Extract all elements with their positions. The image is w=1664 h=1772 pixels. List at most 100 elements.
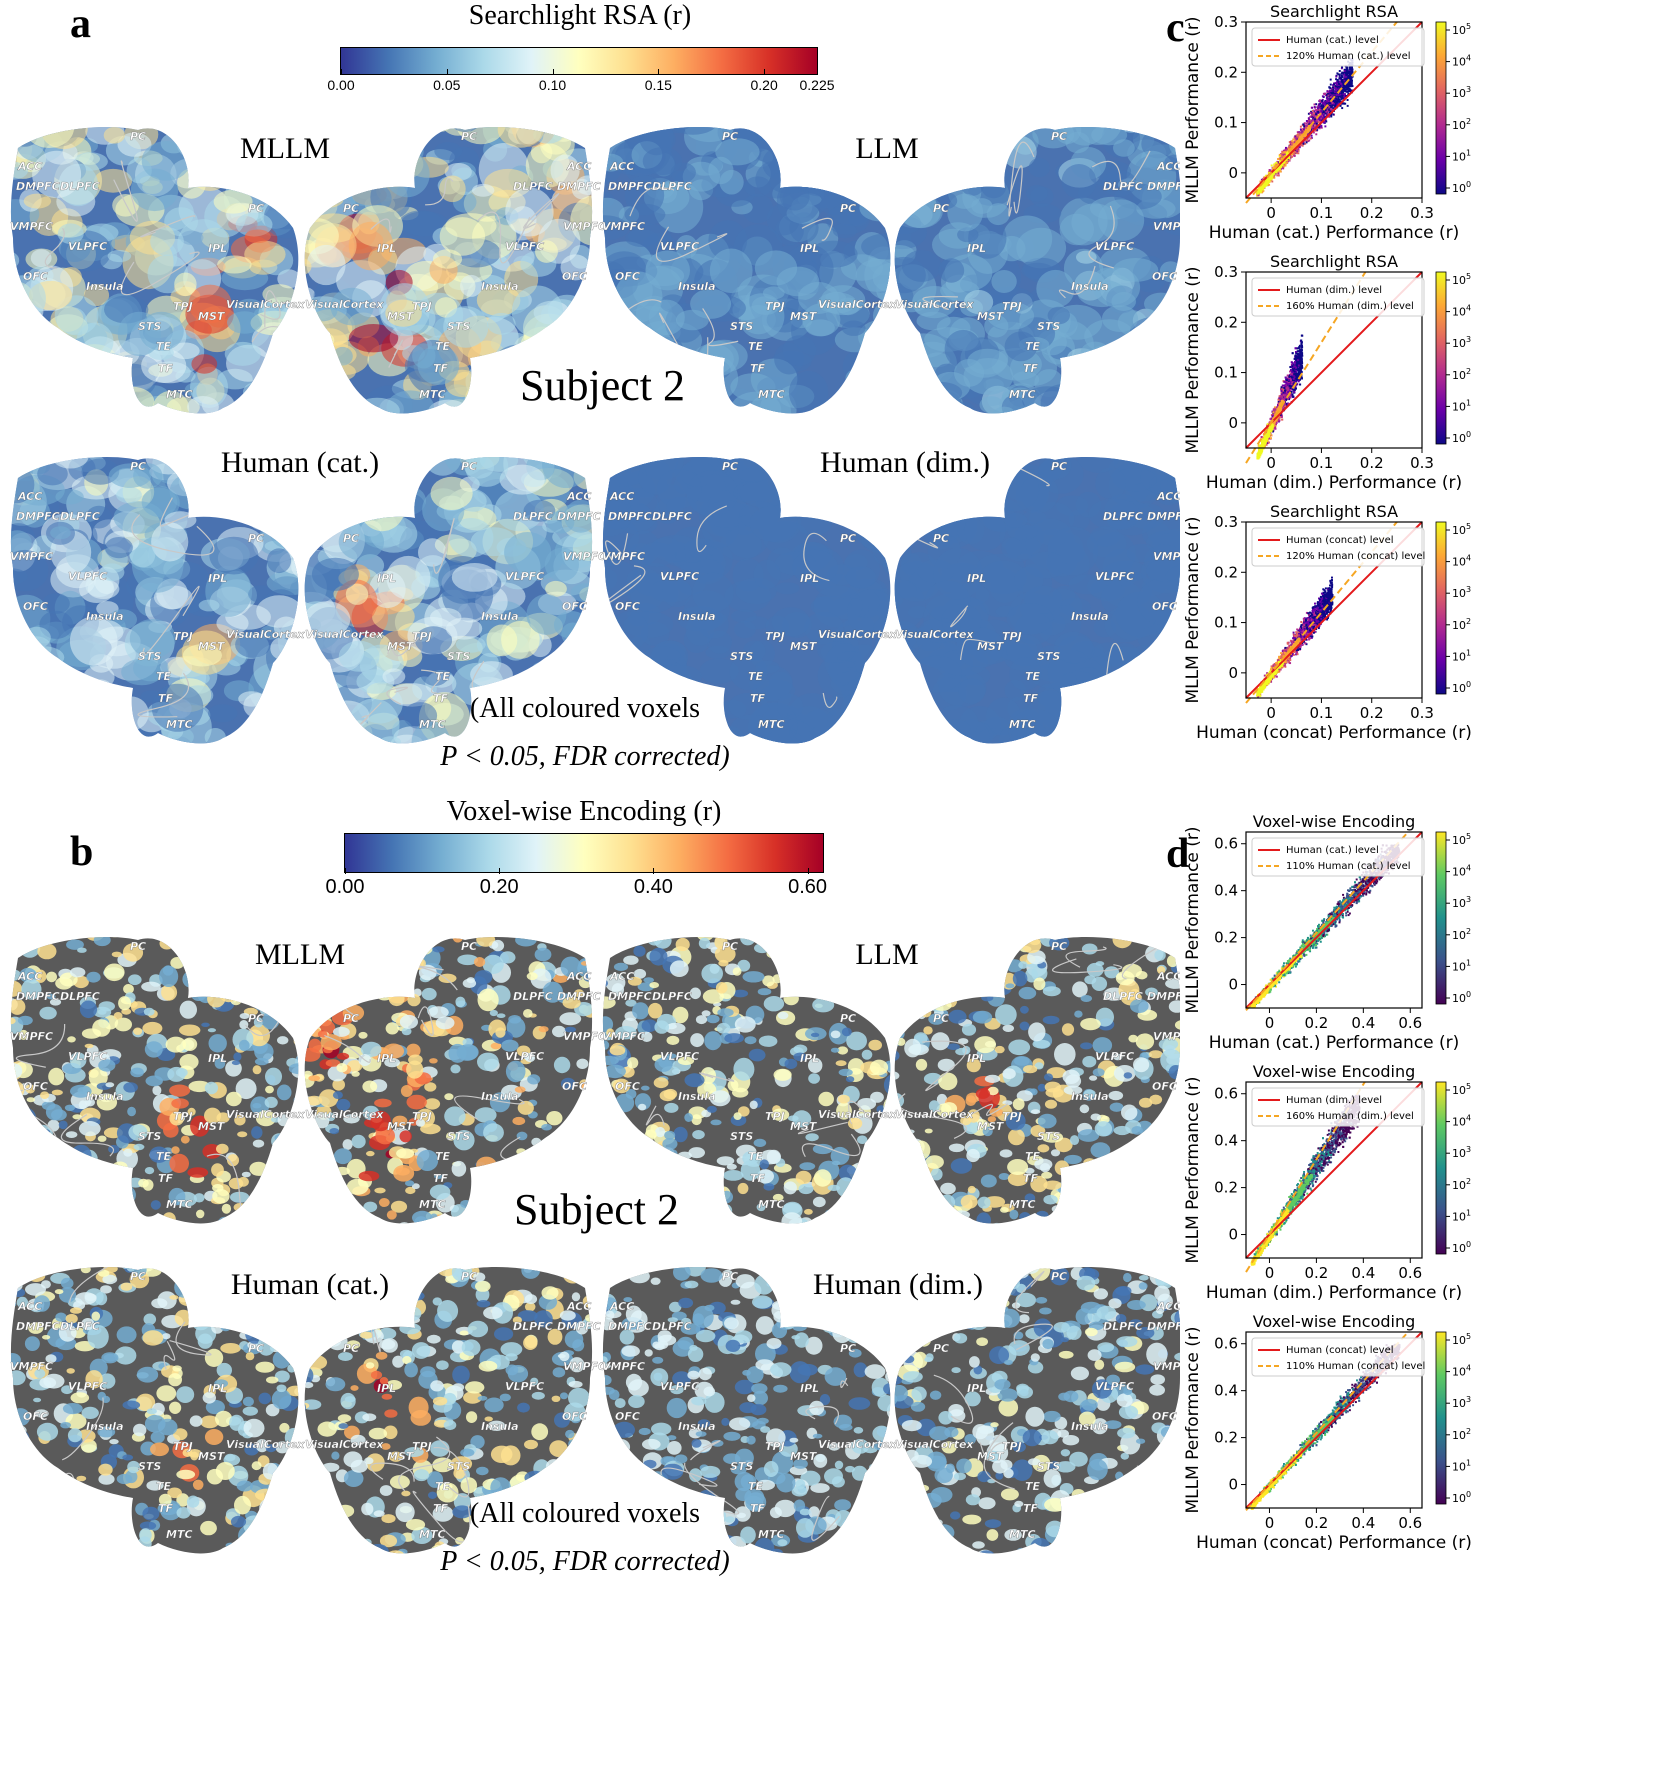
roi-label: STS — [138, 320, 161, 333]
voxel-patch — [531, 1144, 554, 1167]
voxel-patch — [57, 223, 84, 244]
roi-outline — [1088, 205, 1115, 269]
voxel-patch — [14, 1532, 30, 1541]
voxel-patch — [41, 127, 63, 133]
voxel-patch — [13, 128, 37, 147]
voxel-patch — [405, 937, 424, 956]
voxel-patch — [46, 971, 57, 983]
roi-outline — [137, 672, 190, 718]
voxel-patch — [70, 1144, 92, 1168]
voxel-patch — [127, 1106, 136, 1117]
roi-label: PC — [248, 1012, 264, 1025]
voxel-patch — [196, 1209, 205, 1219]
colorbar-title-a: Searchlight RSA (r) — [340, 0, 820, 32]
voxel-patch — [602, 1144, 605, 1151]
voxel-patch — [863, 346, 891, 371]
voxel-patch — [448, 1043, 467, 1063]
voxel-patch — [602, 215, 629, 241]
voxel-patch — [667, 1149, 678, 1159]
voxel-patch — [938, 258, 965, 283]
roi-label: MTC — [166, 388, 193, 401]
voxel-patch — [274, 733, 299, 744]
voxel-patch — [319, 1211, 340, 1223]
voxel-patch — [397, 1222, 412, 1224]
voxel-patch — [1062, 714, 1099, 739]
roi-label: MTC — [758, 388, 785, 401]
voxel-patch — [103, 127, 125, 144]
voxel-patch — [781, 1212, 803, 1224]
voxel-patch — [605, 1102, 614, 1111]
voxel-patch — [262, 1011, 280, 1030]
voxel-patch — [570, 195, 593, 246]
voxel-patch — [965, 1095, 977, 1106]
voxel-patch — [1028, 1022, 1046, 1042]
voxel-patch — [192, 1301, 204, 1313]
voxel-patch — [370, 127, 416, 137]
voxel-patch — [1131, 1126, 1143, 1135]
voxel-patch — [946, 1213, 960, 1224]
voxel-patch — [796, 510, 832, 536]
voxel-patch — [757, 127, 795, 134]
voxel-patch — [1095, 961, 1105, 967]
voxel-patch — [1022, 928, 1038, 937]
voxel-patch — [366, 1150, 375, 1157]
roi-label: VisualCortex — [895, 1108, 974, 1121]
colorbar-tick-mark — [552, 69, 554, 75]
voxel-patch — [894, 706, 916, 737]
roi-label: PC — [248, 532, 264, 545]
voxel-patch — [78, 1121, 101, 1137]
voxel-patch — [580, 961, 591, 966]
voxel-patch — [788, 370, 829, 414]
voxel-patch — [1108, 643, 1141, 671]
voxel-patch — [31, 1267, 51, 1276]
panel-letter-d: d — [1166, 830, 1189, 878]
voxel-patch — [902, 1216, 913, 1224]
voxel-patch — [663, 1154, 680, 1169]
voxel-patch — [79, 1000, 98, 1019]
voxel-patch — [904, 480, 938, 500]
voxel-patch — [667, 127, 719, 135]
voxel-patch — [217, 1216, 233, 1224]
voxel-patch — [1026, 937, 1037, 938]
voxel-patch — [697, 392, 723, 409]
roi-label: Insula — [1071, 610, 1109, 623]
voxel-patch — [295, 1128, 299, 1149]
voxel-patch — [10, 400, 44, 414]
roi-outline — [386, 686, 409, 705]
voxel-patch — [858, 319, 891, 355]
voxel-patch — [1053, 127, 1082, 144]
voxel-patch — [65, 362, 88, 385]
voxel-patch — [699, 658, 739, 684]
voxel-patch — [602, 940, 618, 956]
voxel-patch — [819, 980, 838, 997]
voxel-patch — [187, 1167, 209, 1178]
voxel-patch — [851, 162, 891, 208]
roi-label: TPJ — [1002, 1110, 1022, 1123]
voxel-patch — [1138, 457, 1166, 462]
voxel-patch — [742, 971, 765, 983]
voxel-patch — [483, 1123, 504, 1142]
voxel-patch — [168, 937, 180, 938]
roi-label: MST — [977, 640, 1005, 653]
roi-label: IPL — [967, 242, 986, 255]
voxel-patch — [997, 941, 1011, 949]
voxel-patch — [13, 1268, 28, 1281]
voxel-patch — [1118, 1189, 1138, 1210]
voxel-patch — [304, 311, 325, 353]
roi-label: VisualCortex — [305, 298, 384, 311]
voxel-patch — [717, 1008, 734, 1017]
voxel-patch — [1092, 365, 1114, 377]
voxel-patch — [10, 1135, 17, 1146]
voxel-patch — [338, 640, 380, 672]
voxel-patch — [439, 411, 460, 414]
voxel-patch — [39, 1006, 57, 1020]
voxel-patch — [269, 515, 299, 549]
voxel-patch — [654, 937, 672, 949]
voxel-patch — [362, 1080, 378, 1093]
voxel-patch — [964, 289, 994, 315]
voxel-patch — [602, 1089, 616, 1108]
roi-label: IPL — [208, 572, 227, 585]
roi-label: PC — [1051, 460, 1067, 473]
voxel-patch — [615, 1093, 635, 1113]
voxel-patch — [48, 1497, 62, 1512]
